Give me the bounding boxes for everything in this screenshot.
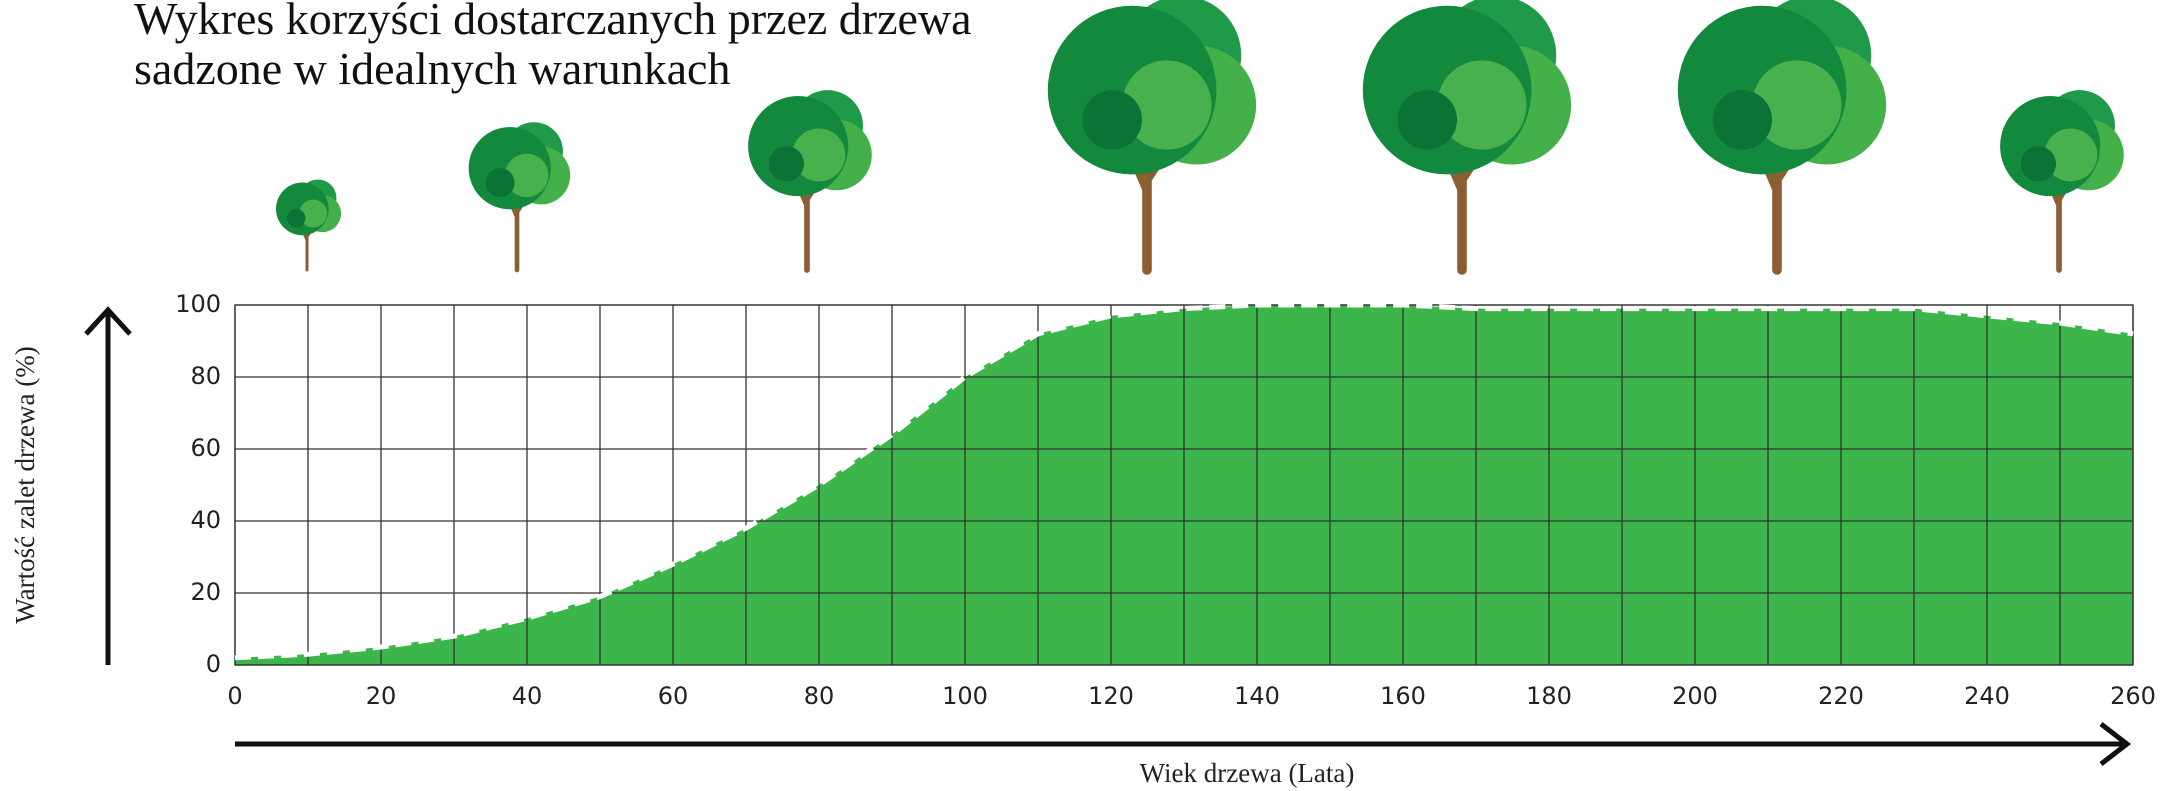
- x-tick-label: 160: [1380, 682, 1426, 710]
- tree-canopy: [2021, 146, 2056, 181]
- x-tick-label: 60: [658, 682, 689, 710]
- x-tick-label: 200: [1672, 682, 1718, 710]
- x-tick-label: 0: [227, 682, 242, 710]
- x-tick-label: 20: [366, 682, 397, 710]
- tree: [469, 122, 571, 270]
- y-tick-label: 100: [175, 290, 221, 318]
- tree: [748, 90, 872, 270]
- x-axis-label: Wiek drzewa (Lata): [1140, 758, 1355, 788]
- y-tick-label: 80: [190, 362, 221, 390]
- x-tick-label: 40: [512, 682, 543, 710]
- tree: [276, 179, 341, 270]
- tree: [1363, 0, 1571, 270]
- chart: Wykres korzyści dostarczanych przez drze…: [0, 0, 2171, 791]
- y-tick-label: 40: [190, 506, 221, 534]
- x-tick-label: 260: [2110, 682, 2156, 710]
- tree-canopy: [769, 146, 804, 181]
- tree-canopy: [486, 168, 515, 197]
- y-tick-label: 60: [190, 434, 221, 462]
- y-tick-label: 0: [206, 650, 221, 678]
- tree: [1678, 0, 1886, 270]
- chart-title: Wykres korzyści dostarczanych przez drze…: [134, 0, 972, 44]
- tree-canopy: [287, 209, 306, 228]
- y-tick-label: 20: [190, 578, 221, 606]
- x-tick-label: 180: [1526, 682, 1572, 710]
- tree: [1048, 0, 1256, 270]
- tree-canopy: [1398, 90, 1458, 150]
- tree-canopy: [1713, 90, 1773, 150]
- chart-title: sadzone w idealnych warunkach: [134, 43, 730, 94]
- x-tick-label: 140: [1234, 682, 1280, 710]
- x-tick-label: 220: [1818, 682, 1864, 710]
- plot-area: 0 20 40 60 80 100 0 20 40 60 80 100 120 140 160 180 200 2…: [175, 290, 2156, 710]
- tree-canopy: [1083, 90, 1143, 150]
- x-tick-label: 120: [1088, 682, 1134, 710]
- x-tick-label: 80: [804, 682, 835, 710]
- y-axis-label: Wartość zalet drzewa (%): [10, 346, 40, 623]
- x-tick-label: 240: [1964, 682, 2010, 710]
- x-tick-label: 100: [942, 682, 988, 710]
- tree: [2000, 90, 2124, 270]
